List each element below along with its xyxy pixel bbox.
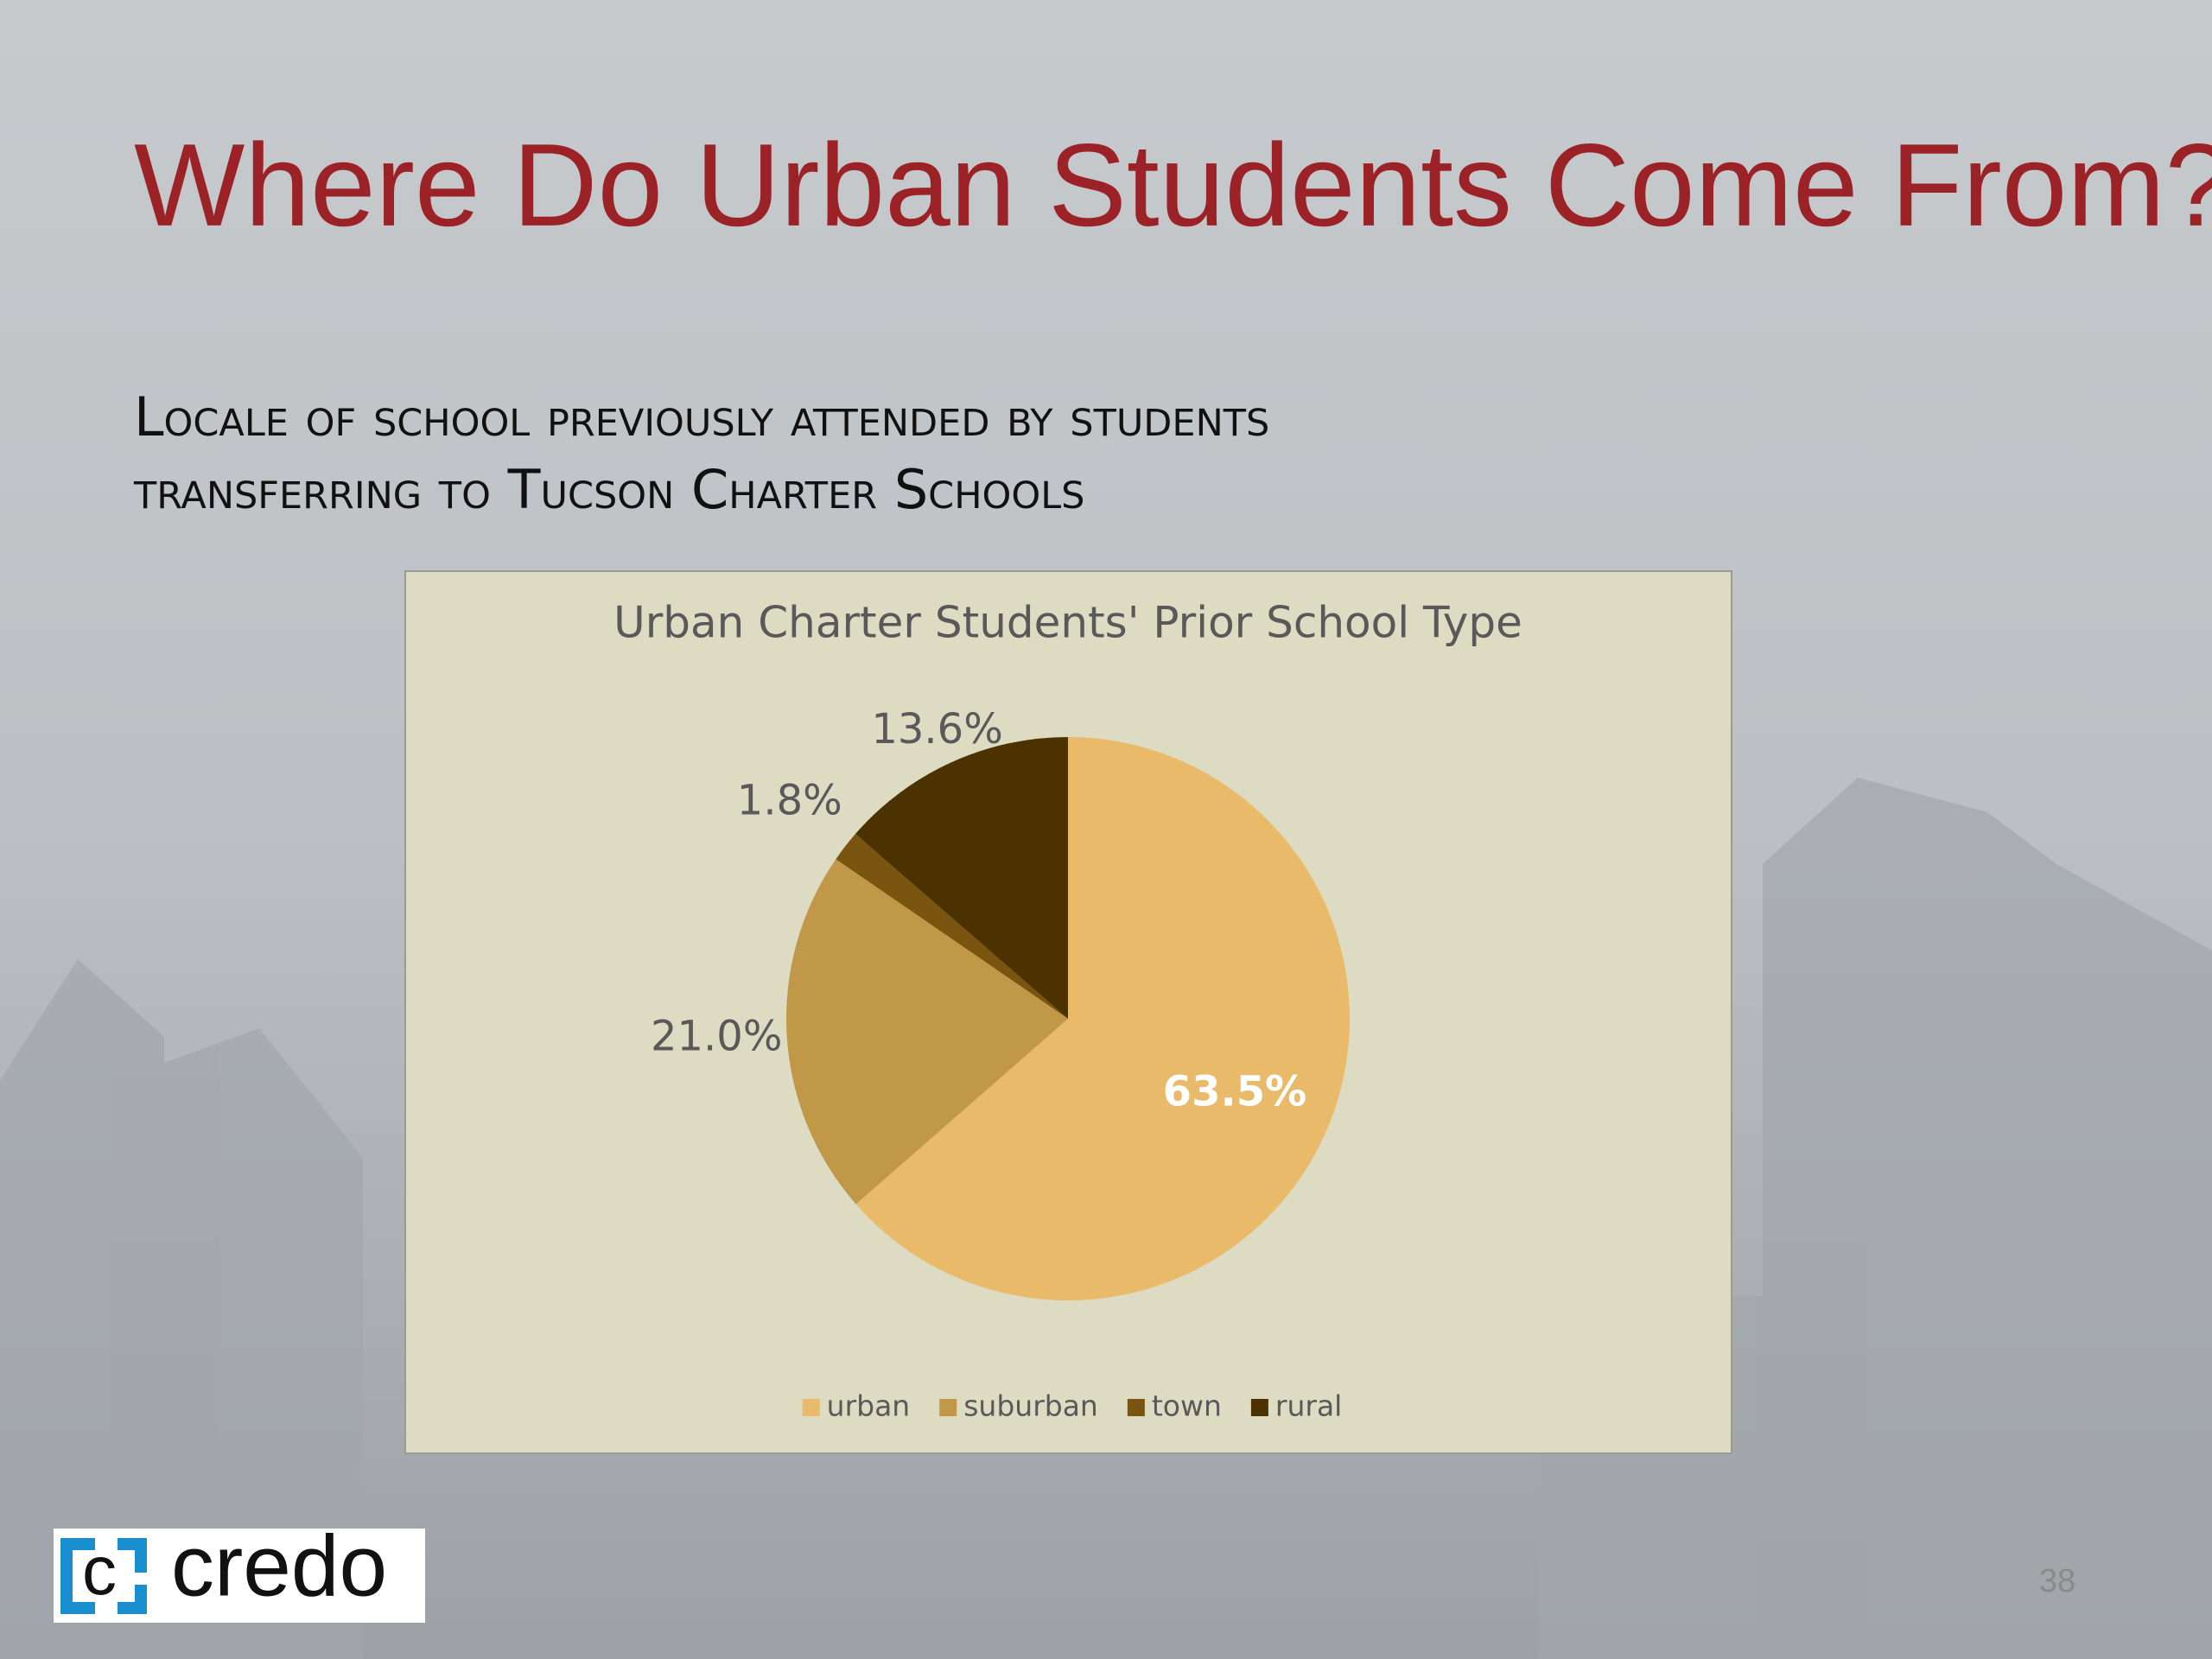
legend-swatch: [1250, 1399, 1268, 1416]
page-number: 38: [2039, 1563, 2075, 1599]
logo: c credo: [54, 1517, 425, 1623]
legend-label: urban: [827, 1389, 911, 1423]
pie: 63.5% 21.0% 1.8% 13.6%: [651, 705, 1350, 1300]
logo-box: [54, 1529, 425, 1623]
legend-item: urban: [802, 1389, 911, 1423]
pie-slice: [855, 737, 1350, 1300]
data-label: 1.8%: [737, 777, 842, 825]
logo-icon: [60, 1538, 147, 1614]
legend-item: town: [1127, 1389, 1222, 1423]
legend-swatch: [1127, 1399, 1145, 1416]
data-label: 13.6%: [871, 705, 1002, 753]
logo-text: credo: [171, 1517, 387, 1614]
legend-label: town: [1152, 1389, 1222, 1423]
pie-slice: [786, 859, 1068, 1205]
slide-title: Where Do Urban Students Come From?: [134, 119, 2212, 251]
data-label: 21.0%: [651, 1013, 782, 1061]
legend-swatch: [802, 1399, 820, 1416]
legend-label: suburban: [963, 1389, 1098, 1423]
legend: urban suburban town rural: [802, 1389, 1342, 1423]
subtitle-line: Locale of school previously attended by …: [134, 385, 1269, 448]
pie-slice: [855, 737, 1068, 1019]
legend-item: rural: [1250, 1389, 1342, 1423]
subtitle-line: transferring to Tucson Charter Schools: [133, 458, 1084, 521]
legend-swatch: [939, 1399, 957, 1416]
pie-slice: [836, 834, 1068, 1019]
chart-title: Urban Charter Students' Prior School Typ…: [613, 598, 1522, 648]
legend-label: rural: [1275, 1389, 1342, 1423]
logo-c: c: [82, 1532, 117, 1609]
legend-item: suburban: [939, 1389, 1098, 1423]
data-label: 63.5%: [1163, 1068, 1307, 1116]
